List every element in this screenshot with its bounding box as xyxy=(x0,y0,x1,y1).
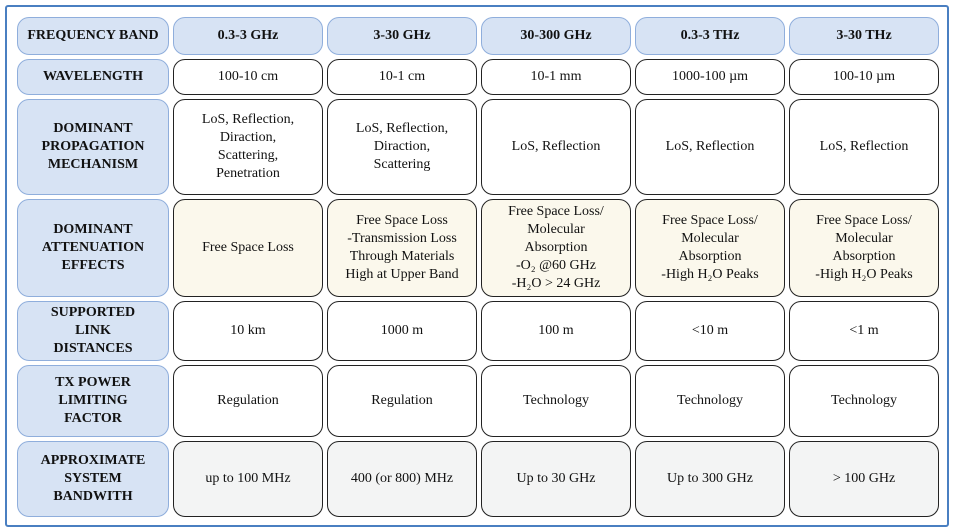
row-label: SUPPORTED LINK DISTANCES xyxy=(17,301,169,361)
row-label: TX POWER LIMITING FACTOR xyxy=(17,365,169,437)
table-cell: 100 m xyxy=(481,301,631,361)
table-cell: LoS, Reflection xyxy=(789,99,939,195)
table-cell: Free Space Loss xyxy=(173,199,323,297)
table: FREQUENCY BAND 0.3-3 GHz 3-30 GHz 30-300 GH… xyxy=(17,17,941,519)
header-cell: 30-300 GHz xyxy=(481,17,631,55)
row-label: WAVELENGTH xyxy=(17,59,169,95)
table-cell: 100-10 cm xyxy=(173,59,323,95)
table-cell: 400 (or 800) MHz xyxy=(327,441,477,517)
header-label: FREQUENCY BAND xyxy=(17,17,169,55)
table-cell: LoS, Reflection xyxy=(635,99,785,195)
table-cell: 1000-100 µm xyxy=(635,59,785,95)
table-cell: 10-1 cm xyxy=(327,59,477,95)
table-cell: Free Space Loss/ Molecular Absorption -H… xyxy=(789,199,939,297)
table-cell: Free Space Loss -Transmission Loss Throu… xyxy=(327,199,477,297)
table-cell: <10 m xyxy=(635,301,785,361)
table-cell: > 100 GHz xyxy=(789,441,939,517)
table-cell: Up to 30 GHz xyxy=(481,441,631,517)
header-cell: 0.3-3 THz xyxy=(635,17,785,55)
table-cell: up to 100 MHz xyxy=(173,441,323,517)
table-cell: LoS, Reflection xyxy=(481,99,631,195)
header-cell: 0.3-3 GHz xyxy=(173,17,323,55)
table-cell: Regulation xyxy=(173,365,323,437)
table-cell: 1000 m xyxy=(327,301,477,361)
table-cell: Free Space Loss/ Molecular Absorption -O… xyxy=(481,199,631,297)
row-label: APPROXIMATE SYSTEM BANDWITH xyxy=(17,441,169,517)
header-cell: 3-30 GHz xyxy=(327,17,477,55)
row-label: DOMINANT ATTENUATION EFFECTS xyxy=(17,199,169,297)
table-cell: LoS, Reflection, Diraction, Scattering, … xyxy=(173,99,323,195)
table-cell: Technology xyxy=(789,365,939,437)
table-cell: 100-10 µm xyxy=(789,59,939,95)
table-cell: 10-1 mm xyxy=(481,59,631,95)
header-cell: 3-30 THz xyxy=(789,17,939,55)
table-cell: Free Space Loss/ Molecular Absorption -H… xyxy=(635,199,785,297)
table-cell: Up to 300 GHz xyxy=(635,441,785,517)
table-cell: Technology xyxy=(481,365,631,437)
row-label: DOMINANT PROPAGATION MECHANISM xyxy=(17,99,169,195)
table-cell: <1 m xyxy=(789,301,939,361)
table-cell: Regulation xyxy=(327,365,477,437)
table-cell: LoS, Reflection, Diraction, Scattering xyxy=(327,99,477,195)
table-frame xyxy=(5,5,949,527)
table-cell: 10 km xyxy=(173,301,323,361)
table-cell: Technology xyxy=(635,365,785,437)
